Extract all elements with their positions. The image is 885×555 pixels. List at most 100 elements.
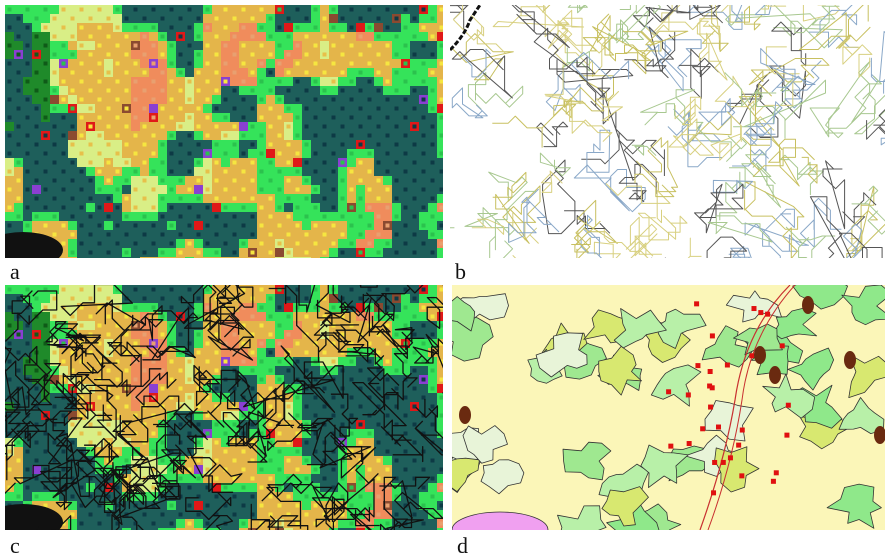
map-cell-dot (71, 233, 75, 237)
map-cell (221, 50, 230, 59)
map-cell-dot (71, 53, 75, 57)
map-cell (32, 411, 41, 420)
map-cell-dot (233, 179, 237, 183)
map-cell (221, 104, 230, 113)
map-cell (86, 185, 95, 194)
map-cell (194, 149, 203, 158)
map-cell (95, 230, 104, 239)
map-cell (23, 68, 32, 77)
map-cell-dot (395, 17, 399, 21)
building (695, 363, 700, 368)
map-cell-dot (188, 98, 192, 102)
map-cell (212, 221, 221, 230)
map-cell-dot (242, 486, 246, 490)
map-cell (311, 32, 320, 41)
map-cell (194, 339, 203, 348)
map-cell-dot (17, 161, 21, 165)
map-cell-dot (440, 522, 444, 526)
map-cell (68, 167, 77, 176)
map-cell (284, 257, 293, 266)
map-cell (248, 375, 257, 384)
map-cell-dot (161, 161, 165, 165)
map-cell (374, 285, 383, 294)
map-cell (140, 23, 149, 32)
map-cell-dot (44, 224, 48, 228)
map-cell (302, 113, 311, 122)
map-cell-dot (62, 360, 66, 364)
map-cell-dot (278, 80, 282, 84)
map-cell-dot (53, 17, 57, 21)
map-cell-dot (233, 125, 237, 129)
map-cell-dot (143, 35, 147, 39)
map-cell (275, 230, 284, 239)
map-cell-dot (98, 522, 102, 526)
map-cell-dot (269, 35, 273, 39)
map-cell (320, 77, 329, 86)
map-cell (14, 95, 23, 104)
building (708, 369, 713, 374)
map-cell-dot (215, 441, 219, 445)
map-cell (437, 104, 446, 113)
map-cell-dot (107, 531, 111, 535)
map-cell-dot (332, 396, 336, 400)
map-cell-dot (98, 152, 102, 156)
map-cell-dot (242, 80, 246, 84)
map-cell-dot (332, 116, 336, 120)
map-cell-dot (314, 116, 318, 120)
map-cell (401, 294, 410, 303)
map-cell-dot (8, 288, 12, 292)
map-cell-dot (368, 504, 372, 508)
map-cell (176, 221, 185, 230)
map-cell-dot (440, 504, 444, 508)
map-cell-dot (305, 351, 309, 355)
map-cell (203, 492, 212, 501)
map-cell-dot (260, 224, 264, 228)
map-cell-dot (89, 35, 93, 39)
map-cell-dot (188, 396, 192, 400)
map-cell-dot (422, 98, 426, 102)
map-cell (59, 312, 68, 321)
map-cell (212, 23, 221, 32)
map-cell (302, 501, 311, 510)
map-cell (194, 239, 203, 248)
map-cell (419, 176, 428, 185)
map-cell (437, 212, 446, 221)
map-cell (239, 312, 248, 321)
map-cell-dot (314, 224, 318, 228)
map-cell-dot (71, 71, 75, 75)
map-cell-dot (287, 179, 291, 183)
map-cell (32, 303, 41, 312)
map-cell-dot (215, 161, 219, 165)
map-cell-dot (233, 513, 237, 517)
map-cell (392, 23, 401, 32)
map-cell-dot (377, 441, 381, 445)
map-cell-dot (44, 206, 48, 210)
map-cell (41, 348, 50, 357)
map-cell (68, 59, 77, 68)
map-cell-dot (188, 378, 192, 382)
map-cell-dot (413, 531, 417, 535)
building (784, 433, 789, 438)
map-cell-dot (386, 414, 390, 418)
map-cell-dot (107, 333, 111, 337)
map-cell (419, 212, 428, 221)
map-cell-dot (269, 423, 273, 427)
map-cell (14, 483, 23, 492)
map-cell (86, 167, 95, 176)
map-cell-dot (332, 134, 336, 138)
map-cell-dot (62, 152, 66, 156)
map-cell-dot (143, 297, 147, 301)
map-cell-dot (368, 152, 372, 156)
map-cell (275, 528, 284, 537)
map-cell (266, 149, 275, 158)
map-cell (5, 122, 14, 131)
map-cell-dot (314, 80, 318, 84)
map-cell (185, 257, 194, 266)
map-cell (23, 212, 32, 221)
map-cell (140, 221, 149, 230)
map-cell-dot (386, 378, 390, 382)
map-cell (428, 483, 437, 492)
map-cell-dot (62, 62, 66, 66)
map-cell-dot (188, 62, 192, 66)
map-cell (257, 528, 266, 537)
